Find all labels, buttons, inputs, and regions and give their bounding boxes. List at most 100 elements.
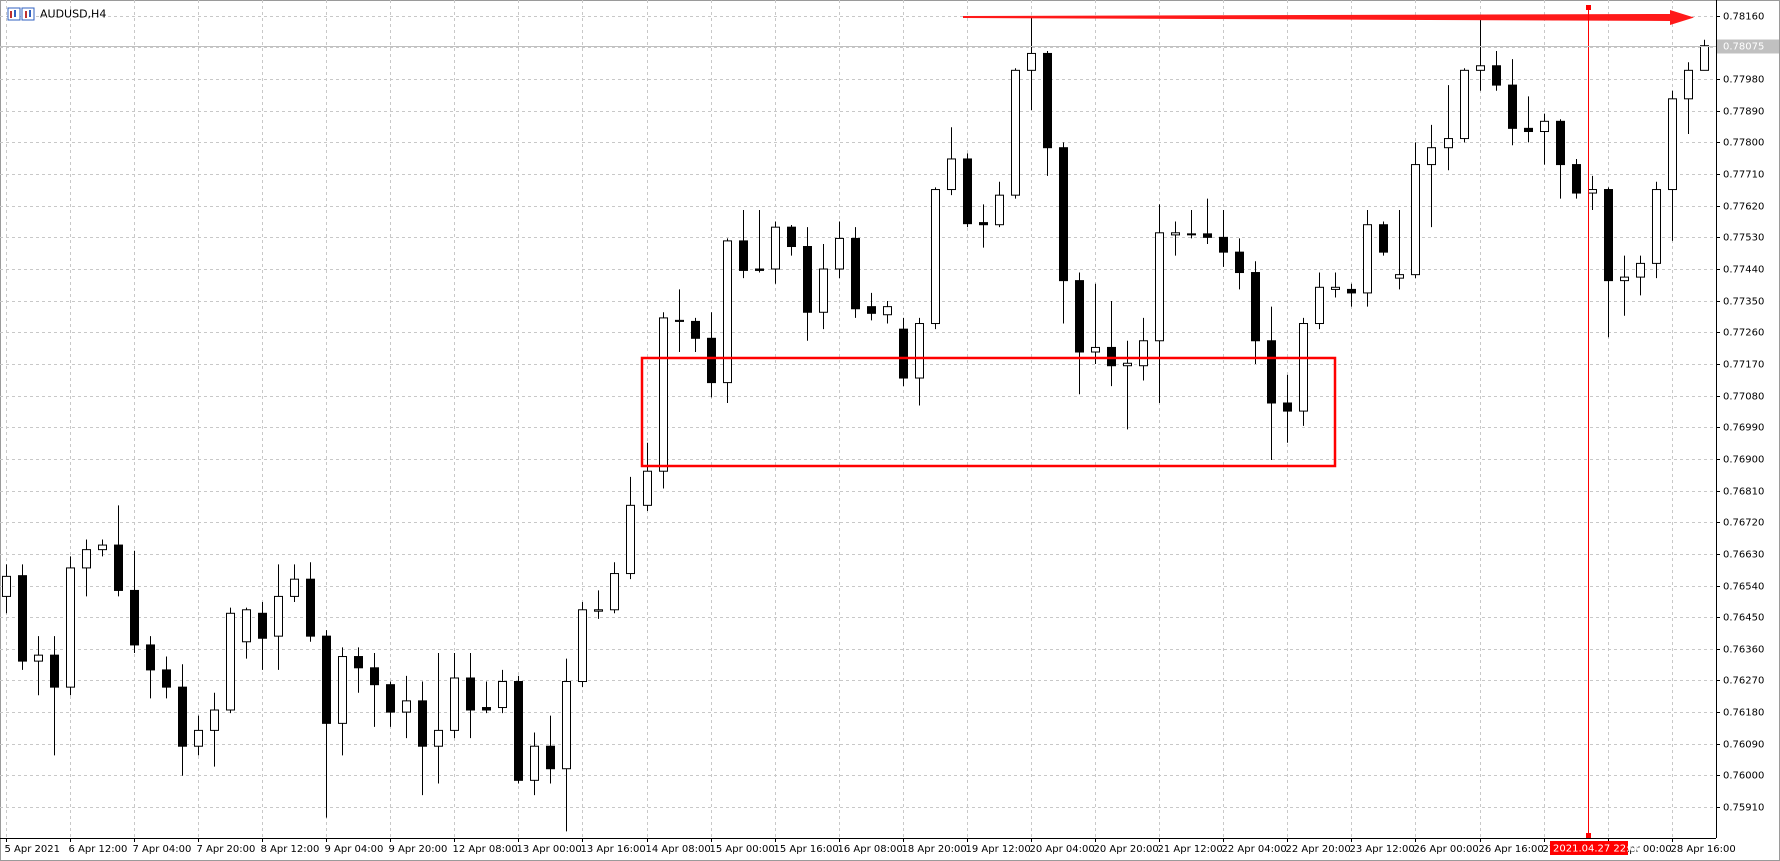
x-tick-label: 26 Apr 00:00 bbox=[1414, 844, 1479, 855]
candle-body bbox=[546, 745, 555, 770]
candle-body bbox=[1315, 286, 1324, 325]
candle bbox=[1363, 209, 1372, 307]
candle bbox=[626, 476, 635, 580]
candle bbox=[1011, 68, 1020, 199]
candle-body bbox=[1027, 52, 1036, 71]
candle-body bbox=[1411, 164, 1420, 276]
candle-body bbox=[1283, 402, 1292, 412]
candle bbox=[2, 564, 11, 614]
candle-body bbox=[482, 707, 491, 711]
candle bbox=[34, 636, 43, 696]
candle-body bbox=[1588, 189, 1597, 194]
candle-body bbox=[819, 268, 828, 313]
candle bbox=[931, 187, 940, 330]
crosshair-handle bbox=[1586, 833, 1591, 838]
y-tick-label: 0.76180 bbox=[1723, 708, 1764, 719]
candle bbox=[979, 204, 988, 248]
candle bbox=[178, 664, 187, 776]
candle-body bbox=[274, 595, 283, 637]
candle bbox=[338, 647, 347, 756]
candle-body bbox=[1059, 147, 1068, 282]
x-tick-label: 13 Apr 00:00 bbox=[517, 844, 582, 855]
candle bbox=[530, 732, 539, 796]
candle-body bbox=[2, 575, 11, 597]
y-tick-label: 0.76090 bbox=[1723, 740, 1764, 751]
candle bbox=[707, 312, 716, 398]
candle-body bbox=[1203, 233, 1212, 238]
candle-body bbox=[354, 656, 363, 669]
candle-body bbox=[114, 544, 123, 591]
candle bbox=[514, 675, 523, 784]
candle-body bbox=[1572, 164, 1581, 194]
candle-body bbox=[322, 635, 331, 724]
y-tick-label: 0.76990 bbox=[1723, 423, 1764, 434]
y-tick-label: 0.75910 bbox=[1723, 803, 1764, 814]
candle bbox=[1508, 59, 1517, 146]
x-tick-label: 23 Apr 12:00 bbox=[1350, 844, 1415, 855]
y-tick-label: 0.77350 bbox=[1723, 297, 1764, 308]
overlay: 0.78075 2021.04.27 22:00 bbox=[0, 39, 1779, 855]
x-tick-label: 26 Apr 16:00 bbox=[1479, 844, 1544, 855]
candle-body bbox=[1460, 69, 1469, 140]
candle-body bbox=[1363, 224, 1372, 294]
candle bbox=[162, 656, 171, 699]
candle-body bbox=[643, 470, 652, 506]
candle bbox=[18, 564, 27, 670]
candle bbox=[1492, 50, 1501, 91]
candle bbox=[1219, 209, 1228, 267]
y-tick-label: 0.77080 bbox=[1723, 392, 1764, 403]
candle-body bbox=[1476, 65, 1485, 71]
candle-body bbox=[258, 612, 267, 639]
candle bbox=[1636, 255, 1645, 296]
candle bbox=[146, 636, 155, 699]
candle bbox=[723, 238, 732, 403]
y-tick-label: 0.76270 bbox=[1723, 676, 1764, 687]
candle bbox=[306, 562, 315, 642]
candle bbox=[1267, 306, 1276, 460]
candle-body bbox=[402, 700, 411, 713]
candle-body bbox=[659, 317, 668, 472]
candle bbox=[1684, 62, 1693, 134]
candle bbox=[1379, 221, 1388, 256]
candle-body bbox=[306, 578, 315, 637]
candle-body bbox=[466, 677, 475, 711]
candle-body bbox=[835, 237, 844, 270]
x-tick-label: 19 Apr 12:00 bbox=[966, 844, 1031, 855]
candle-body bbox=[1556, 120, 1565, 166]
candle bbox=[1139, 317, 1148, 381]
candle-body bbox=[578, 609, 587, 683]
candle bbox=[1155, 204, 1164, 403]
candle-body bbox=[1347, 288, 1356, 294]
candle bbox=[1043, 50, 1052, 176]
candle-body bbox=[787, 226, 796, 248]
candle-body bbox=[610, 573, 619, 611]
candle bbox=[755, 209, 764, 273]
x-tick-label: 13 Apr 16:00 bbox=[581, 844, 646, 855]
candle bbox=[1444, 85, 1453, 171]
x-tick-label: 12 Apr 08:00 bbox=[453, 844, 518, 855]
candle bbox=[867, 292, 876, 321]
x-tick-label: 22 Apr 20:00 bbox=[1286, 844, 1351, 855]
candle-body bbox=[1604, 189, 1613, 282]
candle bbox=[1652, 181, 1661, 279]
candle bbox=[1171, 221, 1180, 256]
candle-body bbox=[242, 609, 251, 643]
candle bbox=[787, 225, 796, 256]
candle-body bbox=[98, 544, 107, 551]
candle bbox=[1315, 272, 1324, 330]
x-tick-label: 18 Apr 20:00 bbox=[902, 844, 967, 855]
candle-body bbox=[370, 667, 379, 686]
candle bbox=[1604, 187, 1613, 338]
candle bbox=[995, 181, 1004, 228]
candle-body bbox=[1700, 45, 1709, 71]
candle-body bbox=[1620, 276, 1629, 282]
candle-body bbox=[594, 609, 603, 612]
candle bbox=[1107, 301, 1116, 387]
candle-body bbox=[418, 700, 427, 747]
candle bbox=[226, 607, 235, 714]
candle bbox=[354, 647, 363, 693]
candle-body bbox=[979, 222, 988, 226]
candle bbox=[1700, 39, 1709, 71]
